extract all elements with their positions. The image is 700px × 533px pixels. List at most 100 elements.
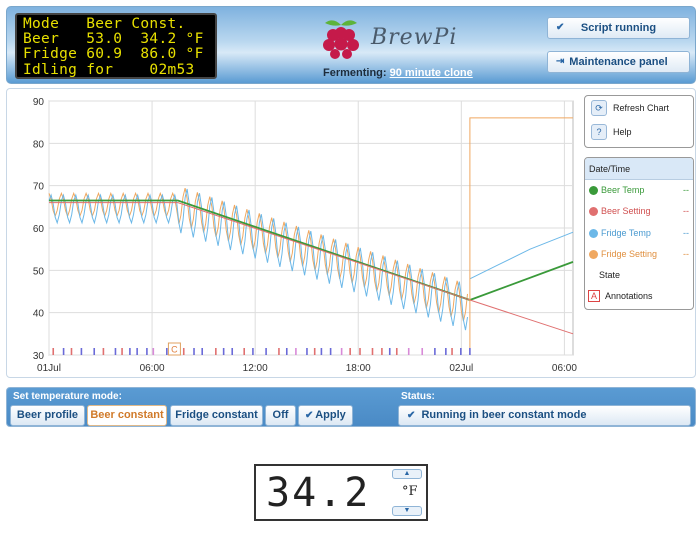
- legend-beer-temp[interactable]: Beer Temp --: [585, 180, 693, 201]
- help-icon: ?: [591, 124, 607, 140]
- script-status-button[interactable]: ✔ Script running: [547, 17, 690, 39]
- check-icon: ✔: [305, 410, 314, 421]
- refresh-chart-button[interactable]: ⟳ Refresh Chart: [585, 96, 693, 120]
- fridge-constant-button[interactable]: Fridge constant: [170, 405, 263, 426]
- beer-profile-button[interactable]: Beer profile: [10, 405, 85, 426]
- legend-label: Beer Setting: [601, 206, 651, 217]
- state-marker: [166, 348, 168, 355]
- legend-fridge-setting[interactable]: Fridge Setting --: [585, 244, 693, 265]
- state-marker: [359, 348, 361, 355]
- state-marker: [434, 348, 436, 355]
- y-tick-label: 60: [33, 224, 45, 235]
- off-button[interactable]: Off: [265, 405, 296, 426]
- legend-fridge-temp[interactable]: Fridge Temp --: [585, 223, 693, 244]
- x-tick-label: 02Jul: [449, 363, 473, 374]
- state-marker: [295, 348, 297, 355]
- beer-profile-link[interactable]: 90 minute clone: [389, 67, 473, 79]
- y-tick-label: 80: [33, 139, 45, 150]
- script-status-label: Script running: [580, 22, 657, 34]
- state-marker: [62, 348, 65, 355]
- refresh-chart-label: Refresh Chart: [613, 103, 670, 113]
- decrease-temp-button[interactable]: ▼: [392, 506, 422, 516]
- state-marker: [320, 348, 323, 355]
- state-marker: [278, 348, 280, 355]
- state-marker: [215, 348, 217, 355]
- fridge-temp-dot-icon: [589, 228, 598, 238]
- status-label: Status:: [401, 391, 435, 402]
- state-marker: [395, 348, 398, 355]
- maintenance-panel-label: Maintenance panel: [569, 56, 668, 68]
- temperature-unit: °F: [402, 484, 418, 499]
- apply-label: Apply: [315, 409, 346, 421]
- logo-text: BrewPi: [371, 25, 458, 50]
- lcd-display: Mode Beer Const. Beer 53.0 34.2 °F Fridg…: [15, 13, 217, 79]
- state-marker: [265, 348, 267, 355]
- state-marker: [136, 348, 138, 355]
- state-marker: [313, 348, 316, 355]
- lcd-line-4: Idling for 02m53: [23, 61, 195, 78]
- chart-panel: 90 80 70 60 50 40 30 01Jul 06:00 12:00 18:00 02Jul 0…: [6, 88, 696, 378]
- fridge-setting-dot-icon: [589, 249, 598, 259]
- fermenting-label: Fermenting:: [323, 67, 387, 79]
- x-tick-label: 18:00: [346, 363, 371, 374]
- legend-label: Fridge Setting: [601, 248, 658, 259]
- beer-temp-dot-icon: [589, 186, 598, 195]
- raspberry-icon: [323, 20, 359, 59]
- state-marker: [349, 348, 351, 355]
- state-marker: [80, 348, 83, 355]
- x-tick-label: 06:00: [552, 363, 577, 374]
- increase-temp-button[interactable]: ▲: [392, 469, 422, 479]
- state-marker: [243, 348, 245, 355]
- state-marker: [451, 348, 453, 355]
- legend-header: Date/Time: [585, 158, 693, 180]
- beer-temp-series: [49, 199, 574, 301]
- state-marker: [340, 348, 343, 355]
- status-display: ✔ Running in beer constant mode: [398, 405, 691, 426]
- fridge-temp-series: [469, 231, 574, 280]
- header: Mode Beer Const. Beer 53.0 34.2 °F Fridg…: [6, 6, 696, 84]
- chart-tools: ⟳ Refresh Chart ? Help: [584, 95, 694, 148]
- y-tick-label: 30: [33, 351, 45, 362]
- state-marker: [407, 348, 410, 355]
- y-tick-label: 50: [33, 266, 45, 277]
- y-tick-label: 40: [33, 309, 45, 320]
- state-marker: [146, 348, 148, 355]
- help-button[interactable]: ? Help: [585, 120, 693, 144]
- state-marker: [114, 348, 117, 355]
- refresh-icon: ⟳: [591, 100, 607, 116]
- chevron-down-icon: ▼: [403, 507, 411, 514]
- wrench-icon: ⇥: [556, 56, 565, 67]
- state-marker: [388, 348, 391, 355]
- legend-beer-setting[interactable]: Beer Setting --: [585, 201, 693, 222]
- temperature-setting: 34.2 ▲ °F ▼: [254, 464, 428, 521]
- fermenting-info: Fermenting: 90 minute clone: [323, 67, 473, 79]
- state-marker: [371, 348, 374, 355]
- legend-annotations[interactable]: A Annotations: [585, 286, 693, 307]
- state-marker: [152, 348, 155, 355]
- state-marker: [102, 348, 105, 355]
- state-marker: [93, 348, 96, 355]
- apply-button[interactable]: ✔ Apply: [298, 405, 353, 426]
- legend-annotations-label: Annotations: [605, 291, 653, 302]
- annotation-marker-box: [167, 342, 181, 356]
- legend-state-label: State: [599, 270, 621, 281]
- legend-value: --: [683, 185, 689, 195]
- legend-value: --: [683, 227, 689, 238]
- chevron-up-icon: ▲: [403, 470, 411, 477]
- mode-label: Set temperature mode:: [13, 391, 122, 402]
- status-text: Running in beer constant mode: [421, 409, 587, 421]
- beer-constant-button[interactable]: Beer constant: [87, 405, 167, 426]
- state-marker: [421, 348, 424, 355]
- help-label: Help: [613, 127, 632, 137]
- beer-setting-dot-icon: [589, 207, 598, 217]
- check-icon: ✔: [407, 410, 416, 421]
- state-marker: [381, 348, 383, 355]
- x-tick-label: 06:00: [140, 363, 165, 374]
- beer-setting-series: [49, 202, 574, 335]
- annotation-icon: A: [588, 290, 600, 303]
- maintenance-panel-button[interactable]: ⇥ Maintenance panel: [547, 51, 690, 73]
- temperature-value[interactable]: 34.2: [266, 470, 371, 516]
- legend-value: --: [683, 248, 689, 259]
- brewpi-logo: BrewPi: [311, 15, 456, 59]
